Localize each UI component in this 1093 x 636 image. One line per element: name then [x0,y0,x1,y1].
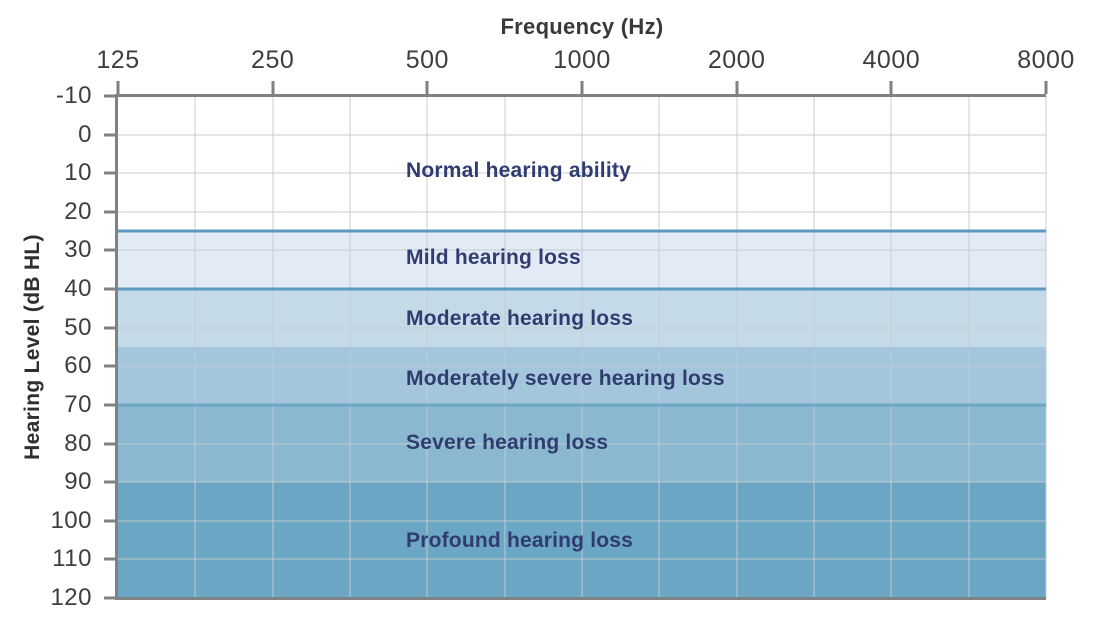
x-tick-label-500: 500 [405,46,449,74]
left-axis-line [115,94,118,599]
x-tick-label-8000: 8000 [1017,46,1075,74]
y-tick-label-90: 90 [64,468,92,496]
band-label-mild-hearing-loss: Mild hearing loss [406,246,581,270]
y-tick-label-0: 0 [78,120,92,148]
x-tick-label-1000: 1000 [553,46,611,74]
vertical-gridline [890,96,892,598]
horizontal-gridline [118,172,1046,174]
plot-area: Normal hearing ability Mild hearing loss M… [104,81,1048,600]
y-tick-label-20: 20 [64,197,92,225]
band-boundary-line [118,229,1046,233]
horizontal-gridline [118,327,1046,329]
x-tick-label-250: 250 [251,46,295,74]
y-tick-mark [104,364,115,368]
x-tick-label-4000: 4000 [862,46,921,74]
y-tick-label-120: 120 [50,584,92,611]
band-label-moderate-hearing-loss: Moderate hearing loss [406,306,634,330]
x-axis-tick-labels: 125 250 500 1000 2000 4000 8000 [96,46,1074,78]
band-label-profound-hearing-loss: Profound hearing loss [406,528,634,552]
y-tick-label-60: 60 [64,352,92,380]
x-tick-label-2000: 2000 [707,46,766,74]
horizontal-gridline [118,365,1046,367]
vertical-gridline [272,96,274,598]
vertical-gridline [194,96,196,598]
vertical-gridline [968,96,970,598]
horizontal-gridline [118,249,1046,251]
horizontal-gridline [118,134,1046,136]
y-tick-label-10: -10 [55,82,92,109]
y-tick-mark [104,442,115,446]
y-tick-mark [104,248,115,252]
y-tick-mark [104,596,115,600]
y-tick-label-50: 50 [64,313,92,341]
y-tick-mark [104,480,115,484]
x-tick-mark [271,81,275,94]
y-tick-mark [104,519,115,523]
x-tick-mark [116,81,120,94]
x-tick-mark [889,81,893,94]
y-tick-mark [104,557,115,561]
vertical-gridline [349,96,351,598]
vertical-gridline [426,96,428,598]
y-tick-mark [104,287,115,291]
x-tick-mark [735,81,739,94]
vertical-gridline [1045,96,1047,598]
vertical-gridline [658,96,660,598]
horizontal-gridline [118,443,1046,445]
horizontal-gridline [118,481,1046,483]
vertical-gridline [813,96,815,598]
band-label-moderately-severe-hearing-loss: Moderately severe hearing loss [406,367,725,391]
band-label-normal-hearing-ability: Normal hearing ability [406,158,631,182]
band-label-severe-hearing-loss: Severe hearing loss [406,431,609,455]
y-axis-tick-labels: -10 0 10 20 30 40 50 60 70 80 90 100 110 120 [0,82,104,611]
horizontal-gridline [118,211,1046,213]
y-tick-mark [104,133,115,137]
vertical-gridline [581,96,583,598]
y-tick-label-100: 100 [50,506,92,534]
x-tick-mark [580,81,584,94]
bottom-axis-line [115,597,1046,600]
vertical-gridline [736,96,738,598]
y-tick-label-10: 10 [64,159,92,187]
y-tick-label-30: 30 [64,236,92,264]
horizontal-gridline [118,558,1046,560]
top-axis-line [115,94,1046,97]
y-tick-label-40: 40 [64,275,92,303]
x-tick-label-125: 125 [96,46,140,74]
y-tick-mark [104,94,115,98]
y-tick-mark [104,326,115,330]
band-boundary-line [118,403,1046,407]
x-axis-title: Frequency (Hz) [500,14,664,39]
y-tick-label-80: 80 [64,429,92,457]
band-boundary-line [118,287,1046,291]
vertical-gridline [504,96,506,598]
x-tick-mark [425,81,429,94]
x-tick-mark [1044,81,1048,94]
y-tick-label-110: 110 [52,545,92,573]
horizontal-gridline [118,520,1046,522]
y-tick-label-70: 70 [64,390,92,418]
y-tick-mark [104,210,115,214]
y-tick-mark [104,171,115,175]
y-tick-mark [104,403,115,407]
